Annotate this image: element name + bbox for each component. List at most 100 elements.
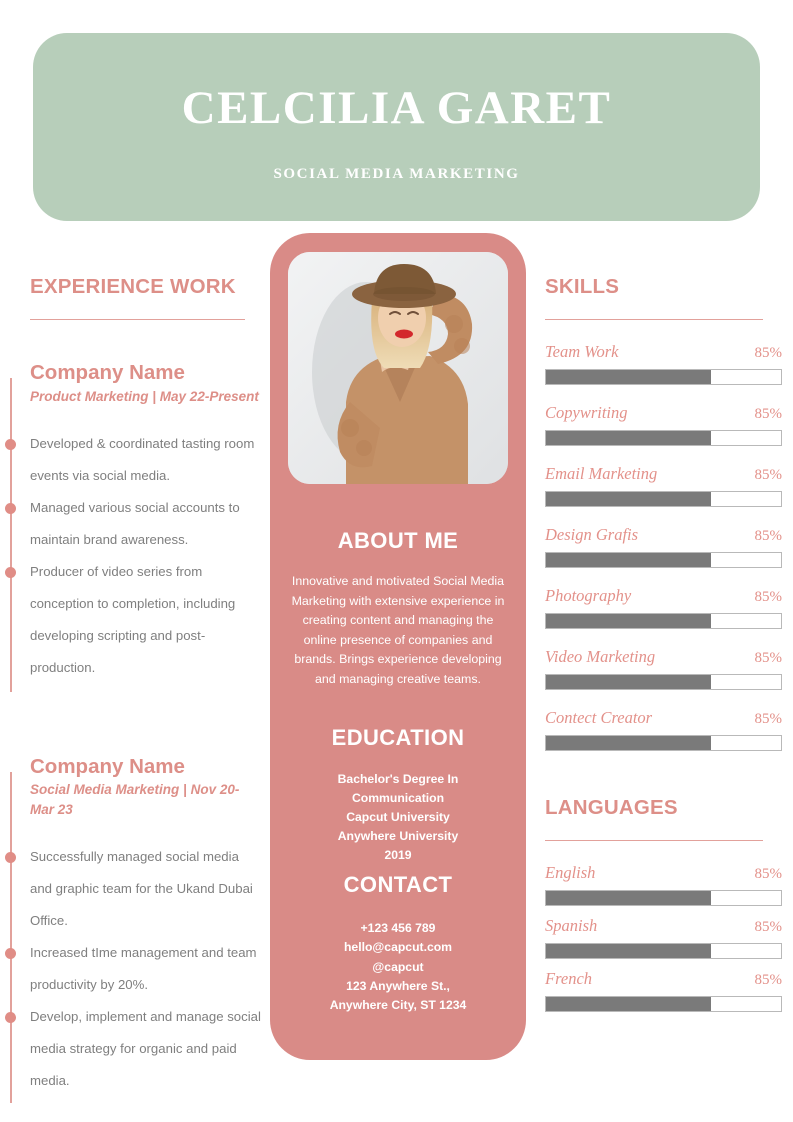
bar-header: Photography 85% <box>545 586 782 606</box>
header-banner: CELCILIA GARET SOCIAL MEDIA MARKETING <box>33 33 760 221</box>
avatar <box>288 252 508 484</box>
progress-bar-fill <box>546 553 711 567</box>
skill-row: Copywriting 85% <box>545 403 782 446</box>
list-item: Developed & coordinated tasting room eve… <box>5 428 262 492</box>
bar-header: Spanish 85% <box>545 916 782 936</box>
portrait-photo-icon <box>288 252 508 484</box>
progress-bar-track <box>545 890 782 906</box>
languages-section: LANGUAGES English 85% Spanish 85% French 85% <box>545 796 782 1012</box>
bullet-list: Developed & coordinated tasting room eve… <box>5 428 262 684</box>
progress-bar-fill <box>546 370 711 384</box>
bar-label: Video Marketing <box>545 647 656 666</box>
experience-item: Company Name Product Marketing | May 22-P… <box>0 360 262 692</box>
bullet-text: Develop, implement and manage social med… <box>30 1009 261 1088</box>
bullet-dot-icon <box>5 566 16 578</box>
bar-label: Spanish <box>545 916 598 935</box>
education-heading: EDUCATION <box>331 725 465 750</box>
progress-bar-track <box>545 369 782 385</box>
progress-bar-track <box>545 430 782 446</box>
bar-header: Email Marketing 85% <box>545 464 782 484</box>
header-subtitle: SOCIAL MEDIA MARKETING <box>273 166 520 182</box>
progress-bar-fill <box>546 944 711 958</box>
company-name: Company Name <box>30 361 185 384</box>
bar-label: French <box>545 969 593 988</box>
progress-bar-track <box>545 613 782 629</box>
list-item: Managed various social accounts to maint… <box>5 492 262 556</box>
bullet-dot-icon <box>5 852 16 864</box>
bar-header: English 85% <box>545 863 782 883</box>
skill-row: Team Work 85% <box>545 342 782 385</box>
bar-label: Design Grafis <box>545 525 639 544</box>
skill-row: Video Marketing 85% <box>545 647 782 690</box>
bar-header: Team Work 85% <box>545 342 782 362</box>
education-text: Bachelor's Degree In Communication Capcu… <box>337 772 459 862</box>
bar-header: Contect Creator 85% <box>545 708 782 728</box>
bar-header: Video Marketing 85% <box>545 647 782 667</box>
languages-bar-list: English 85% Spanish 85% French 85% <box>545 863 782 1012</box>
experience-column: EXPERIENCE WORK Company Name Product Mark… <box>0 275 262 1103</box>
skill-row: Design Grafis 85% <box>545 525 782 568</box>
skills-section-title: SKILLS <box>545 275 620 298</box>
experience-divider <box>30 319 245 320</box>
bar-percent-label: 85% <box>754 919 783 935</box>
bar-percent-label: 85% <box>754 866 783 882</box>
page-title: CELCILIA GARET <box>181 82 612 134</box>
skill-row: Contect Creator 85% <box>545 708 782 751</box>
list-item: Increased tIme management and team produ… <box>5 937 262 1001</box>
contact-heading: CONTACT <box>343 872 453 897</box>
progress-bar-track <box>545 735 782 751</box>
contact-section: CONTACT +123 456 789 hello@capcut.com @c… <box>270 872 526 1015</box>
bar-label: English <box>545 863 596 882</box>
experience-item: Company Name Social Media Marketing | Nov… <box>0 754 262 1103</box>
company-role-dates: Social Media Marketing | Nov 20-Mar 23 <box>30 782 240 817</box>
list-item: Successfully managed social media and gr… <box>5 841 262 937</box>
progress-bar-fill <box>546 997 711 1011</box>
skills-column: SKILLS Team Work 85% Copywriting 85% Email M… <box>545 275 782 1022</box>
skills-bar-list: Team Work 85% Copywriting 85% Email Marketin… <box>545 342 782 751</box>
language-row: Spanish 85% <box>545 916 782 959</box>
bar-percent-label: 85% <box>754 528 783 544</box>
progress-bar-track <box>545 491 782 507</box>
bar-percent-label: 85% <box>754 650 783 666</box>
bar-percent-label: 85% <box>754 972 783 988</box>
languages-divider <box>545 840 763 841</box>
contact-text: +123 456 789 hello@capcut.com @capcut 12… <box>329 921 467 1013</box>
bar-percent-label: 85% <box>754 467 783 483</box>
skill-row: Photography 85% <box>545 586 782 629</box>
timeline-line <box>10 378 12 692</box>
profile-card: ABOUT ME Innovative and motivated Social… <box>270 233 526 1060</box>
bar-header: Copywriting 85% <box>545 403 782 423</box>
bar-label: Team Work <box>545 342 619 361</box>
progress-bar-fill <box>546 736 711 750</box>
languages-section-title: LANGUAGES <box>545 796 678 819</box>
bullet-dot-icon <box>5 439 16 451</box>
company-role-dates: Product Marketing | May 22-Present <box>30 388 259 404</box>
bullet-text: Successfully managed social media and gr… <box>30 849 253 929</box>
list-item: Develop, implement and manage social med… <box>5 1001 262 1097</box>
progress-bar-fill <box>546 431 711 445</box>
bullet-text: Increased tIme management and team produ… <box>30 945 257 993</box>
progress-bar-track <box>545 996 782 1012</box>
bar-percent-label: 85% <box>754 711 783 727</box>
bullet-text: Managed various social accounts to maint… <box>30 500 240 547</box>
bar-label: Contect Creator <box>545 708 653 727</box>
bullet-text: Developed & coordinated tasting room eve… <box>30 436 255 484</box>
about-text: Innovative and motivated Social Media Ma… <box>291 574 505 686</box>
bar-percent-label: 85% <box>754 589 783 605</box>
progress-bar-fill <box>546 891 711 905</box>
bar-percent-label: 85% <box>754 345 783 361</box>
about-section: ABOUT ME Innovative and motivated Social… <box>270 528 526 690</box>
bullet-dot-icon <box>5 503 16 515</box>
skills-section: SKILLS Team Work 85% Copywriting 85% Email M… <box>545 275 782 751</box>
skills-divider <box>545 319 763 320</box>
bar-label: Copywriting <box>545 403 628 422</box>
bullet-list: Successfully managed social media and gr… <box>5 841 262 1097</box>
experience-list: Company Name Product Marketing | May 22-P… <box>0 360 262 1103</box>
company-name: Company Name <box>30 754 185 778</box>
skill-row: Email Marketing 85% <box>545 464 782 507</box>
bar-label: Email Marketing <box>545 464 658 483</box>
bullet-text: Producer of video series from conception… <box>30 563 236 675</box>
progress-bar-track <box>545 552 782 568</box>
progress-bar-fill <box>546 614 711 628</box>
